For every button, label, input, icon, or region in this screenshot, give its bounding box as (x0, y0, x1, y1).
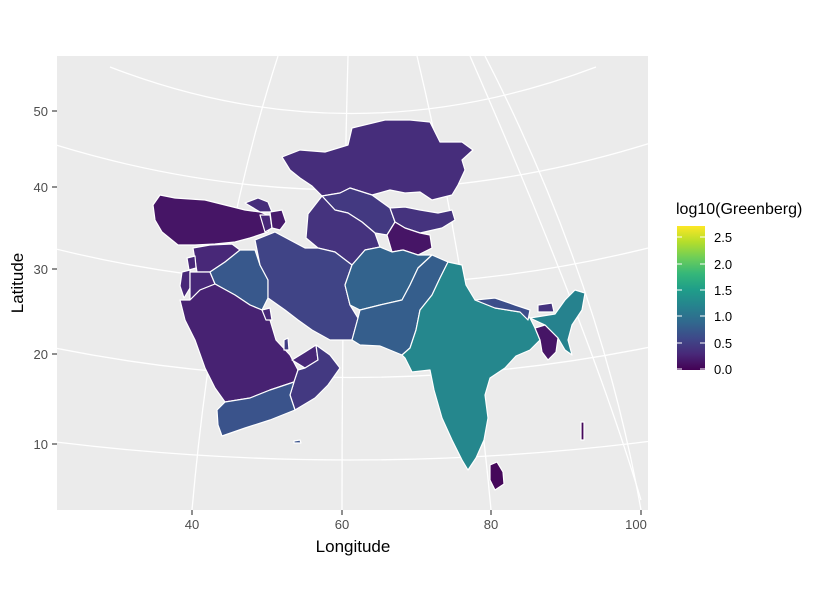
legend-label: 0.0 (714, 362, 732, 377)
region-yemen (216, 381, 296, 437)
x-axis-title: Longitude (316, 537, 391, 556)
y-axis: 50 40 30 20 10 (34, 104, 57, 452)
legend-title: log10(Greenberg) (676, 201, 802, 218)
region-nepal (474, 297, 531, 321)
legend-label: 1.0 (714, 309, 732, 324)
y-tick-label: 10 (34, 437, 48, 452)
y-tick-label: 40 (34, 180, 48, 195)
region-georgia (244, 197, 273, 213)
legend-label: 2.0 (714, 257, 732, 272)
region-bhutan (537, 302, 555, 313)
legend-ticks (677, 236, 705, 370)
parallel-50 (109, 66, 597, 115)
region-turkey (152, 194, 276, 246)
color-legend: log10(Greenberg) 0.0 0.5 1.0 1.5 2.0 2.5 (676, 201, 802, 377)
x-tick-label: 100 (625, 517, 647, 532)
region-qatar (283, 337, 290, 351)
country-layer (152, 119, 586, 491)
legend-label: 1.5 (714, 283, 732, 298)
legend-label: 2.5 (714, 230, 732, 245)
x-tick-label: 80 (484, 517, 498, 532)
parallel-10 (57, 440, 648, 461)
region-socotra (293, 439, 302, 444)
region-bangladesh (534, 324, 559, 361)
x-axis: 40 60 80 100 (185, 510, 647, 532)
y-tick-label: 20 (34, 347, 48, 362)
y-tick-label: 30 (34, 262, 48, 277)
region-kuwait (261, 307, 273, 321)
y-tick-label: 50 (34, 104, 48, 119)
legend-label: 0.5 (714, 336, 732, 351)
region-israel (179, 269, 191, 299)
x-tick-label: 60 (335, 517, 349, 532)
region-saudi-arabia (179, 283, 299, 403)
y-axis-title: Latitude (8, 253, 27, 314)
legend-colorbar (677, 226, 705, 370)
region-oman (289, 344, 341, 411)
meridian-100 (484, 56, 642, 510)
region-maldives-islands (580, 421, 585, 441)
parallel-20 (57, 346, 648, 379)
x-tick-label: 40 (185, 517, 199, 532)
region-sri-lanka (489, 461, 505, 491)
region-lebanon (186, 255, 197, 271)
region-azerbaijan (269, 209, 287, 231)
